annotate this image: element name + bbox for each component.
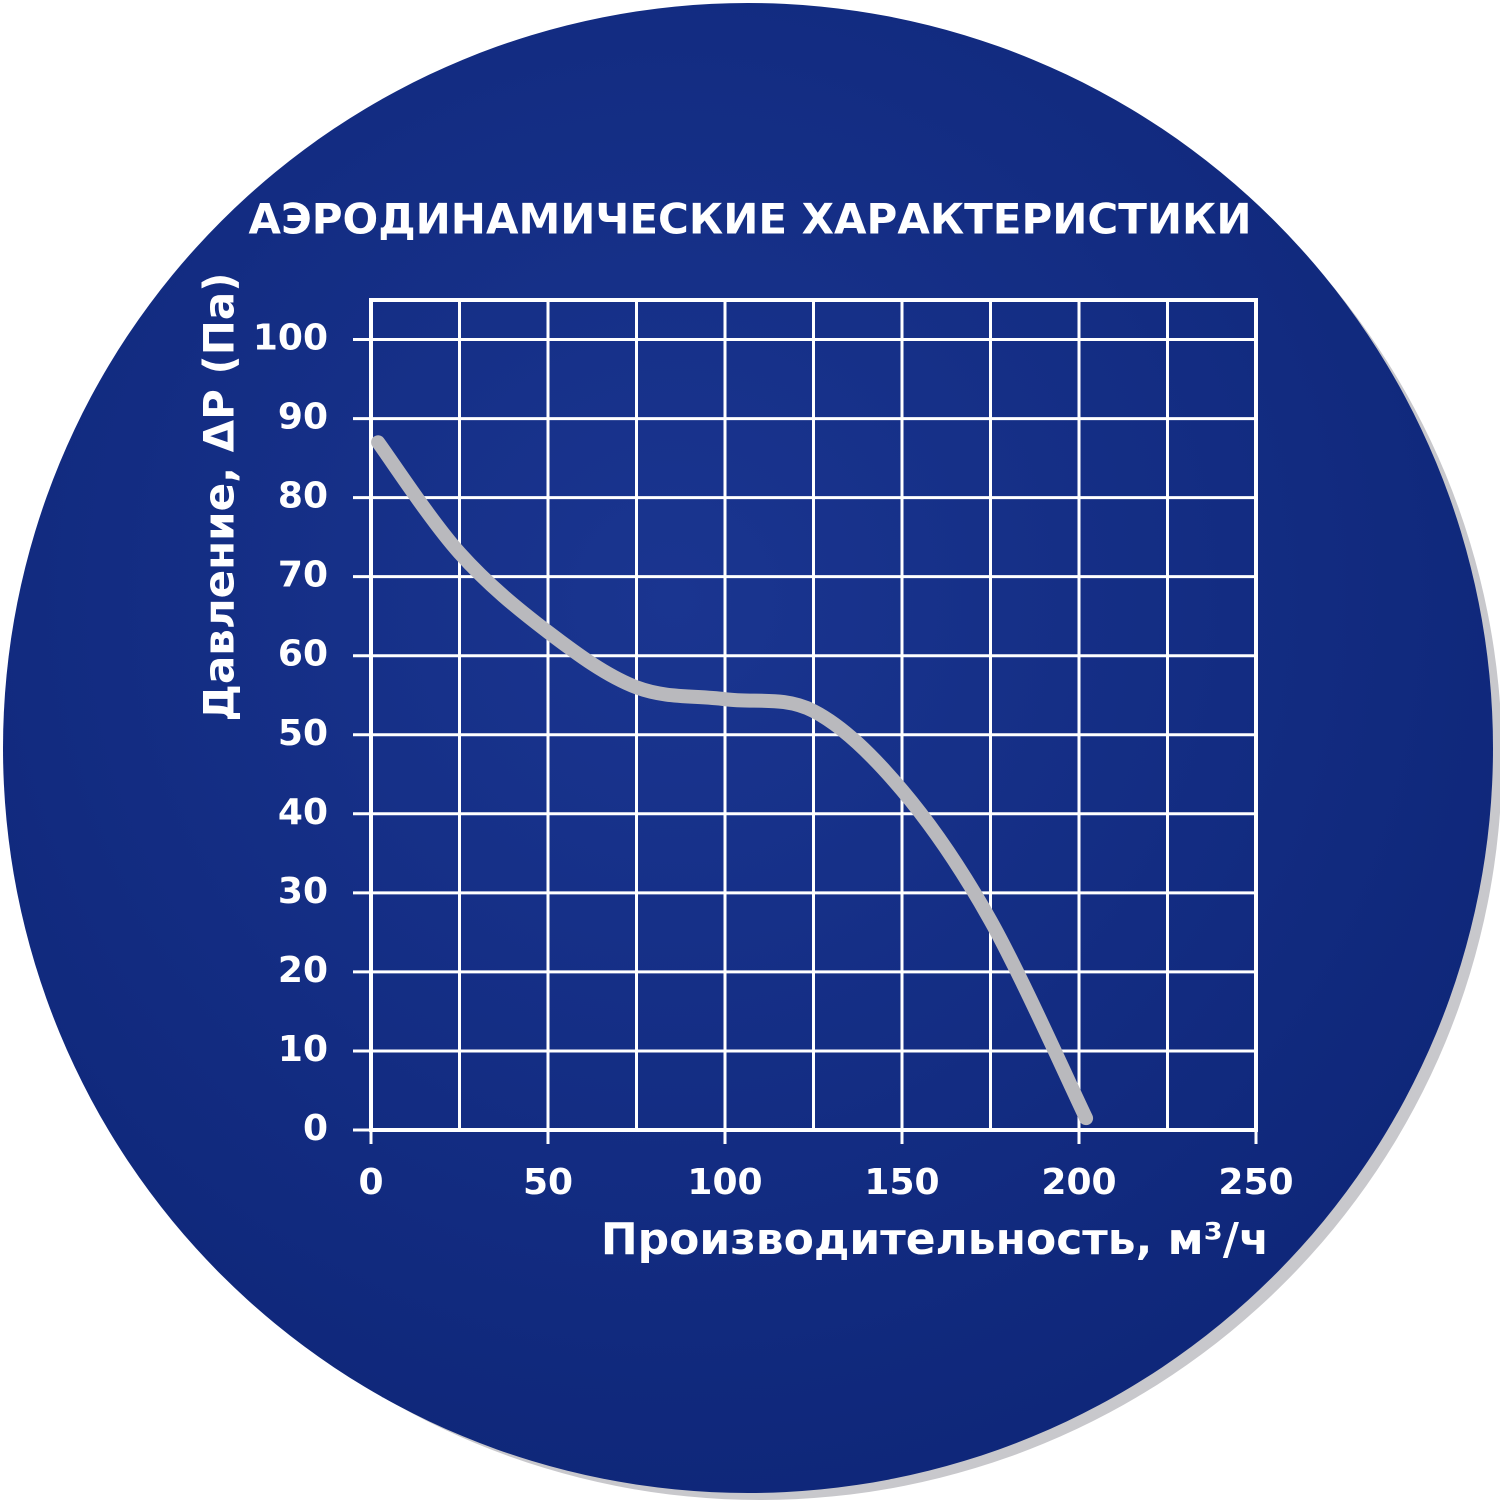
y-tick-label: 30 [278,871,328,912]
x-tick-label: 0 [358,1162,383,1203]
chart-title: АЭРОДИНАМИЧЕСКИЕ ХАРАКТЕРИСТИКИ [248,195,1251,244]
x-axis-label: Производительность, м³/ч [601,1214,1269,1265]
y-tick-label: 100 [253,318,328,359]
x-tick-label: 250 [1218,1162,1293,1203]
y-tick-label: 0 [303,1108,328,1149]
y-tick-label: 40 [278,792,328,833]
y-tick-label: 90 [278,397,328,438]
x-tick-label: 150 [864,1162,939,1203]
y-tick-label: 10 [278,1029,328,1070]
x-tick-label: 200 [1041,1162,1116,1203]
circle-background [3,3,1493,1493]
y-tick-label: 50 [278,713,328,754]
x-tick-label: 50 [523,1162,573,1203]
y-axis-label: Давление, ΔР (Па) [195,273,244,722]
y-tick-label: 60 [278,634,328,675]
data-line [371,435,1094,1126]
y-tick-label: 20 [278,950,328,991]
x-tick-label: 100 [687,1162,762,1203]
y-tick-label: 70 [278,555,328,596]
y-tick-label: 80 [278,476,328,517]
